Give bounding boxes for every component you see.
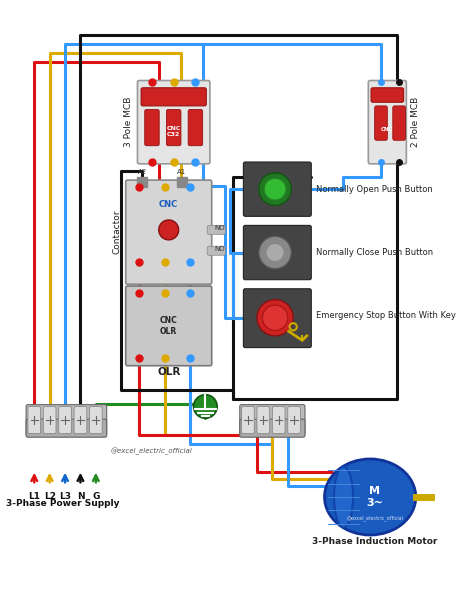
- Circle shape: [266, 243, 284, 262]
- Circle shape: [263, 305, 288, 330]
- FancyBboxPatch shape: [90, 407, 102, 433]
- Text: CNC
OLR: CNC OLR: [160, 316, 178, 336]
- Text: 3-Phase Induction Motor: 3-Phase Induction Motor: [312, 537, 438, 546]
- Text: A2: A2: [137, 169, 146, 175]
- Text: NO: NO: [214, 225, 225, 231]
- Text: CNC
C32: CNC C32: [166, 126, 181, 137]
- Text: CNC: CNC: [159, 200, 178, 210]
- FancyBboxPatch shape: [243, 289, 311, 348]
- Text: @excel_electric_official: @excel_electric_official: [110, 448, 192, 455]
- Text: @excel_electric_official: @excel_electric_official: [346, 516, 403, 522]
- FancyBboxPatch shape: [243, 226, 311, 279]
- FancyBboxPatch shape: [243, 162, 311, 216]
- FancyBboxPatch shape: [59, 407, 72, 433]
- FancyBboxPatch shape: [126, 286, 212, 366]
- Text: L3: L3: [59, 491, 71, 501]
- Text: Emergency Stop Button With Key: Emergency Stop Button With Key: [316, 311, 456, 320]
- FancyBboxPatch shape: [137, 81, 210, 164]
- Circle shape: [159, 220, 179, 240]
- FancyBboxPatch shape: [43, 407, 56, 433]
- FancyBboxPatch shape: [393, 106, 405, 140]
- Text: M
3~: M 3~: [366, 486, 383, 508]
- Text: L1: L1: [28, 491, 40, 501]
- Ellipse shape: [325, 459, 416, 535]
- Text: 3 Pole MCB: 3 Pole MCB: [124, 97, 133, 147]
- Circle shape: [259, 236, 292, 269]
- FancyBboxPatch shape: [240, 405, 305, 436]
- FancyBboxPatch shape: [288, 407, 301, 433]
- Text: OLR: OLR: [157, 367, 181, 377]
- Text: Normally Open Push Button: Normally Open Push Button: [316, 185, 433, 194]
- Ellipse shape: [334, 466, 353, 527]
- FancyBboxPatch shape: [26, 405, 107, 436]
- Text: 3-Phase Power Supply: 3-Phase Power Supply: [6, 499, 119, 508]
- FancyBboxPatch shape: [374, 106, 387, 140]
- FancyBboxPatch shape: [368, 81, 406, 164]
- Circle shape: [264, 178, 286, 200]
- FancyBboxPatch shape: [126, 180, 212, 284]
- Circle shape: [259, 173, 292, 205]
- Circle shape: [193, 395, 217, 418]
- FancyBboxPatch shape: [371, 88, 404, 102]
- FancyBboxPatch shape: [242, 407, 254, 433]
- FancyBboxPatch shape: [273, 407, 285, 433]
- Text: CNC: CNC: [381, 127, 393, 132]
- Circle shape: [257, 300, 293, 336]
- FancyBboxPatch shape: [207, 246, 225, 255]
- Text: G: G: [92, 491, 100, 501]
- FancyBboxPatch shape: [188, 110, 203, 146]
- Text: L2: L2: [44, 491, 55, 501]
- Text: 2 Pole MCB: 2 Pole MCB: [411, 97, 420, 147]
- FancyBboxPatch shape: [240, 419, 305, 437]
- Text: N: N: [77, 491, 84, 501]
- Text: A1: A1: [177, 169, 186, 175]
- FancyBboxPatch shape: [257, 407, 270, 433]
- Text: Contactor: Contactor: [112, 210, 121, 255]
- FancyBboxPatch shape: [145, 110, 159, 146]
- Text: NO: NO: [214, 246, 225, 252]
- FancyBboxPatch shape: [141, 88, 206, 106]
- FancyBboxPatch shape: [207, 226, 225, 234]
- FancyBboxPatch shape: [166, 110, 181, 146]
- FancyBboxPatch shape: [74, 407, 87, 433]
- Text: Normally Close Push Button: Normally Close Push Button: [316, 248, 433, 257]
- FancyBboxPatch shape: [28, 407, 41, 433]
- FancyBboxPatch shape: [26, 419, 107, 437]
